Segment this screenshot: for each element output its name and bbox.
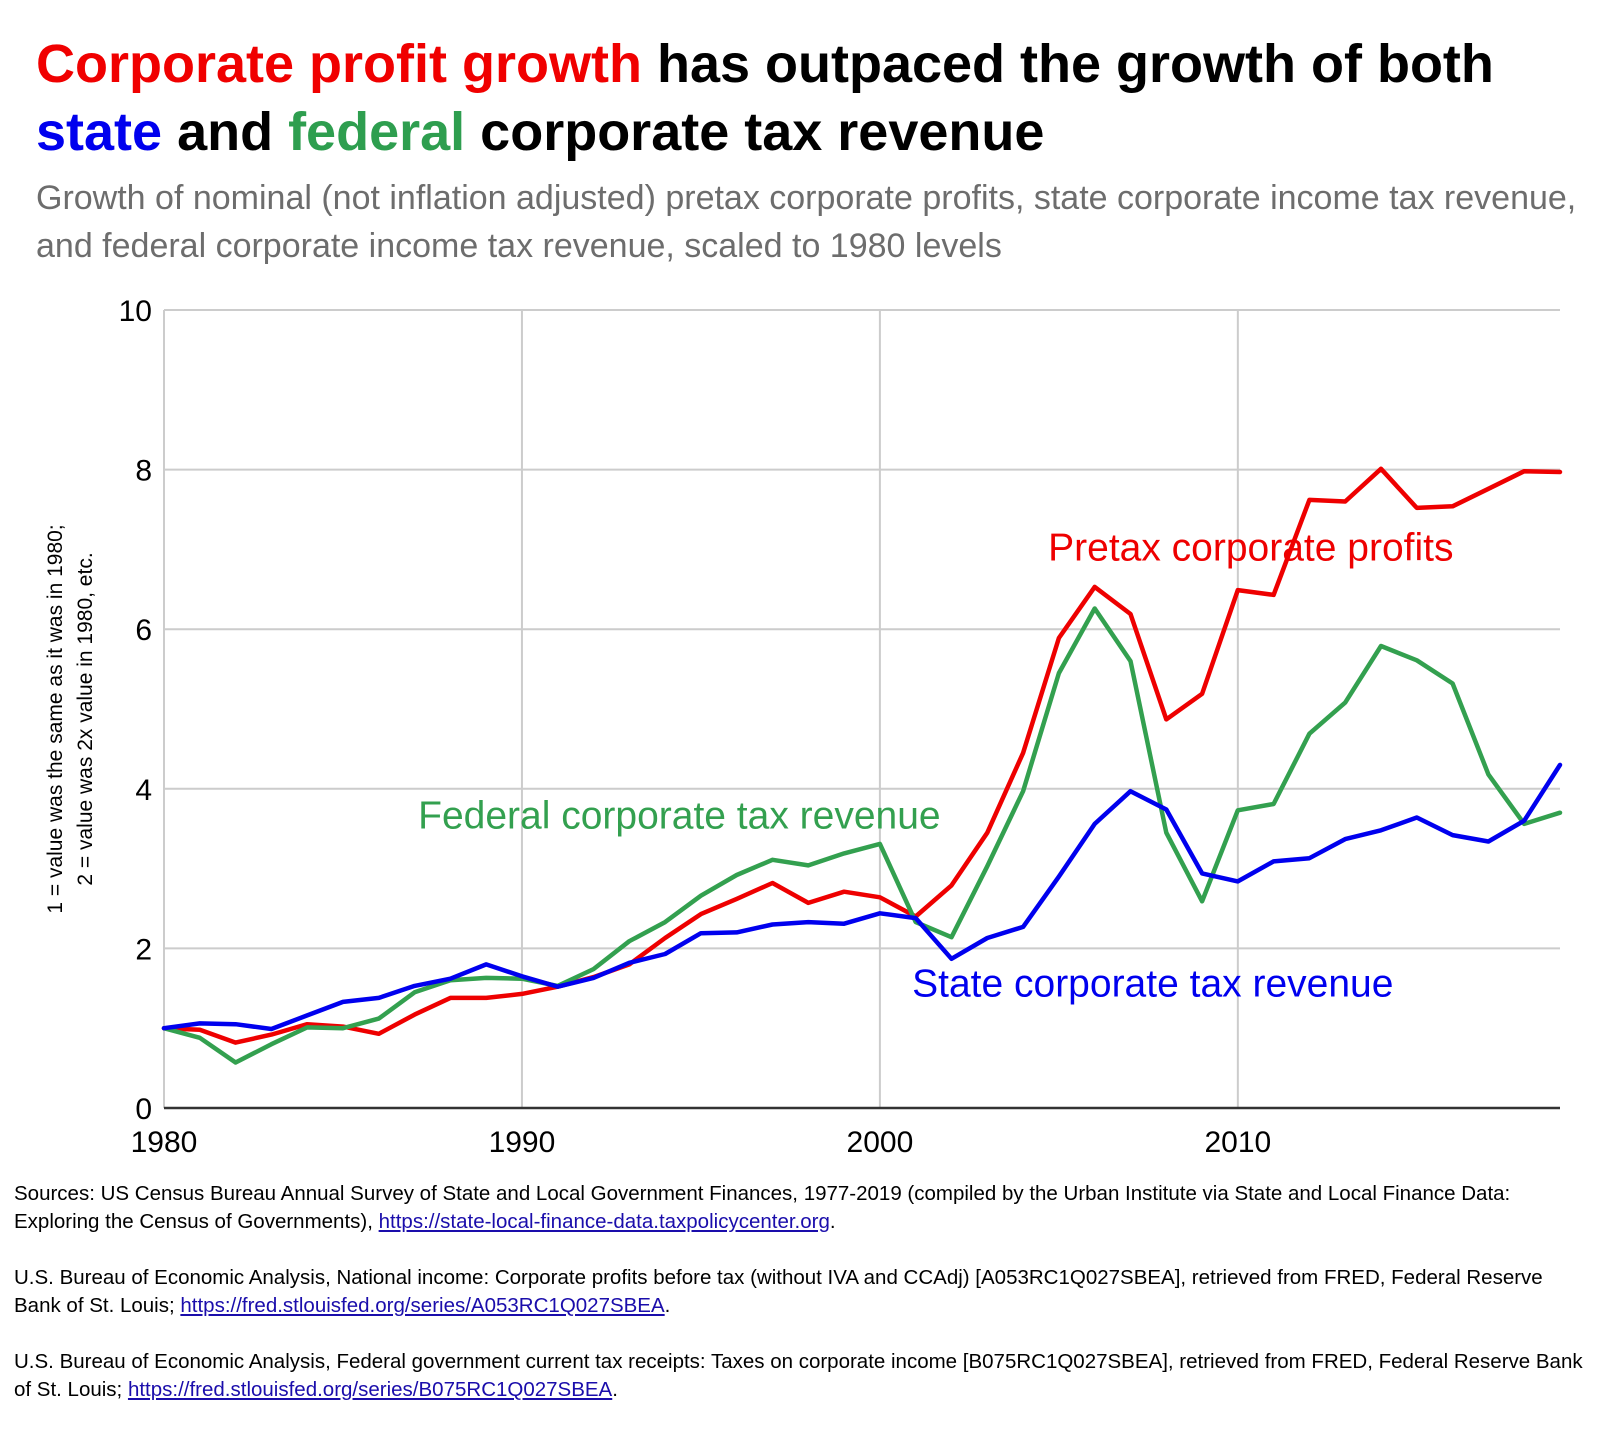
source-1: Sources: US Census Bureau Annual Survey … xyxy=(14,1180,1594,1236)
y-tick-label: 8 xyxy=(135,455,152,488)
series-labels: Pretax corporate profits Federal corporat… xyxy=(418,527,1453,1006)
source-1-tail: . xyxy=(829,1210,836,1233)
title-part-profit: Corporate profit growth xyxy=(36,34,642,94)
series-label: Pretax corporate profits xyxy=(1048,527,1453,570)
series-line-2 xyxy=(161,762,1563,1032)
x-tick-label: 1990 xyxy=(489,1126,556,1159)
y-tick-label: 10 xyxy=(119,295,152,328)
series-lines xyxy=(161,466,1563,1065)
chart-subtitle: Growth of nominal (not inflation adjuste… xyxy=(36,179,1577,265)
title-part-state: state xyxy=(36,102,163,162)
chart-title: Corporate profit growth has outpaced the… xyxy=(36,30,1586,166)
y-tick-label: 2 xyxy=(135,933,152,966)
title-part-1: has outpaced the growth of both xyxy=(641,34,1494,94)
series-line-1 xyxy=(161,606,1563,1065)
source-3: U.S. Bureau of Economic Analysis, Federa… xyxy=(14,1348,1594,1404)
x-tick-label: 2000 xyxy=(847,1126,914,1159)
y-axis-label-line: 2 = value was 2x value in 1980, etc. xyxy=(74,552,97,885)
y-tick-label: 4 xyxy=(135,774,152,807)
source-2-link[interactable]: https://fred.stlouisfed.org/series/A053R… xyxy=(180,1294,665,1317)
x-tick-label: 2010 xyxy=(1204,1126,1271,1159)
series-line-0 xyxy=(161,466,1563,1045)
gridlines xyxy=(164,309,1560,1108)
source-3-link[interactable]: https://fred.stlouisfed.org/series/B075R… xyxy=(127,1378,613,1401)
y-axis-label-line: 1 = value was the same as it was in 1980… xyxy=(44,524,67,913)
title-part-5: corporate tax revenue xyxy=(465,102,1045,162)
y-tick-label: 6 xyxy=(135,614,152,647)
title-part-3: and xyxy=(162,102,289,162)
x-tick-label: 1980 xyxy=(131,1126,198,1159)
source-1-text: Sources: US Census Bureau Annual Survey … xyxy=(14,1182,1511,1233)
source-3-tail: . xyxy=(612,1378,618,1401)
title-part-federal: federal xyxy=(288,102,466,162)
axes: 0 2 4 6 8 10 1980 1990 2000 2010 xyxy=(119,295,1560,1159)
series-label: Federal corporate tax revenue xyxy=(418,795,940,838)
source-2-tail: . xyxy=(664,1294,671,1317)
y-axis-title: 1 = value was the same as it was in 1980… xyxy=(44,524,97,913)
source-1-link[interactable]: https://state-local-finance-data.taxpoli… xyxy=(378,1210,830,1233)
sources: Sources: US Census Bureau Annual Survey … xyxy=(14,1180,1594,1432)
series-label: State corporate tax revenue xyxy=(912,962,1393,1005)
y-tick-label: 0 xyxy=(135,1093,152,1126)
line-chart: 0 2 4 6 8 10 1980 1990 2000 2010 1 = value was th… xyxy=(44,295,1563,1159)
source-2-text: U.S. Bureau of Economic Analysis, Nation… xyxy=(14,1266,1543,1317)
source-3-text: U.S. Bureau of Economic Analysis, Federa… xyxy=(14,1350,1583,1401)
source-2: U.S. Bureau of Economic Analysis, Nation… xyxy=(14,1264,1594,1320)
